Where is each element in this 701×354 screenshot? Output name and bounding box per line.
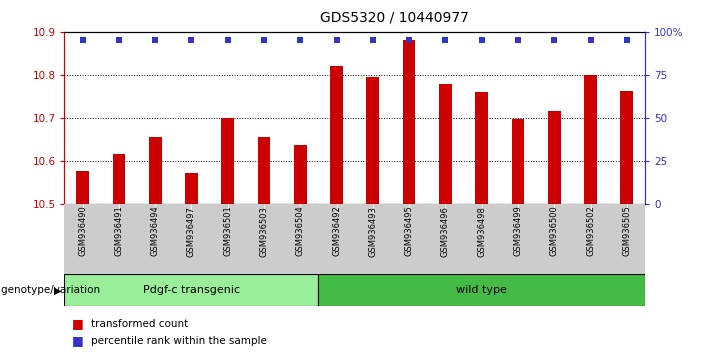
Text: genotype/variation: genotype/variation bbox=[1, 285, 103, 295]
Bar bbox=[185, 173, 198, 204]
Text: GSM936490: GSM936490 bbox=[78, 206, 87, 256]
Text: Pdgf-c transgenic: Pdgf-c transgenic bbox=[143, 285, 240, 295]
Text: GSM936491: GSM936491 bbox=[114, 206, 123, 256]
Point bbox=[186, 37, 197, 42]
Bar bbox=[258, 137, 271, 204]
Point bbox=[114, 37, 125, 42]
Text: transformed count: transformed count bbox=[91, 319, 189, 329]
Point bbox=[331, 37, 342, 42]
Bar bbox=[113, 154, 125, 204]
Text: ■: ■ bbox=[72, 334, 87, 347]
Text: GSM936493: GSM936493 bbox=[368, 206, 377, 257]
Point bbox=[149, 37, 161, 42]
Point bbox=[222, 37, 233, 42]
Text: GSM936492: GSM936492 bbox=[332, 206, 341, 256]
Bar bbox=[149, 137, 161, 204]
Point bbox=[440, 37, 451, 42]
Bar bbox=[620, 91, 633, 204]
Bar bbox=[548, 111, 561, 204]
Bar bbox=[439, 84, 451, 204]
Text: GSM936498: GSM936498 bbox=[477, 206, 486, 257]
Point bbox=[512, 37, 524, 42]
Text: GSM936495: GSM936495 bbox=[404, 206, 414, 256]
Point bbox=[549, 37, 560, 42]
Text: GSM936494: GSM936494 bbox=[151, 206, 160, 256]
Point bbox=[621, 37, 632, 42]
Point bbox=[404, 37, 415, 42]
Text: GSM936503: GSM936503 bbox=[259, 206, 268, 257]
Text: wild type: wild type bbox=[456, 285, 507, 295]
Point bbox=[77, 37, 88, 42]
Bar bbox=[584, 75, 597, 204]
Bar bbox=[330, 66, 343, 204]
Point bbox=[259, 37, 270, 42]
Point bbox=[294, 37, 306, 42]
Bar bbox=[403, 40, 416, 204]
Bar bbox=[318, 274, 645, 306]
Text: GSM936502: GSM936502 bbox=[586, 206, 595, 256]
Text: GSM936499: GSM936499 bbox=[513, 206, 522, 256]
Text: GSM936496: GSM936496 bbox=[441, 206, 450, 257]
Text: GSM936504: GSM936504 bbox=[296, 206, 305, 256]
Bar bbox=[367, 77, 379, 204]
Bar bbox=[76, 171, 89, 204]
Text: GSM936497: GSM936497 bbox=[187, 206, 196, 257]
Bar bbox=[64, 274, 318, 306]
Point bbox=[476, 37, 487, 42]
Bar bbox=[512, 119, 524, 204]
Text: GSM936505: GSM936505 bbox=[622, 206, 632, 256]
Text: ▶: ▶ bbox=[53, 285, 61, 295]
Text: ■: ■ bbox=[72, 318, 87, 330]
Text: percentile rank within the sample: percentile rank within the sample bbox=[91, 336, 267, 346]
Point bbox=[585, 37, 596, 42]
Bar bbox=[222, 118, 234, 204]
Text: GDS5320 / 10440977: GDS5320 / 10440977 bbox=[320, 11, 468, 25]
Text: GSM936501: GSM936501 bbox=[223, 206, 232, 256]
Bar bbox=[475, 92, 488, 204]
Text: GSM936500: GSM936500 bbox=[550, 206, 559, 256]
Bar bbox=[294, 145, 306, 204]
Point bbox=[367, 37, 379, 42]
